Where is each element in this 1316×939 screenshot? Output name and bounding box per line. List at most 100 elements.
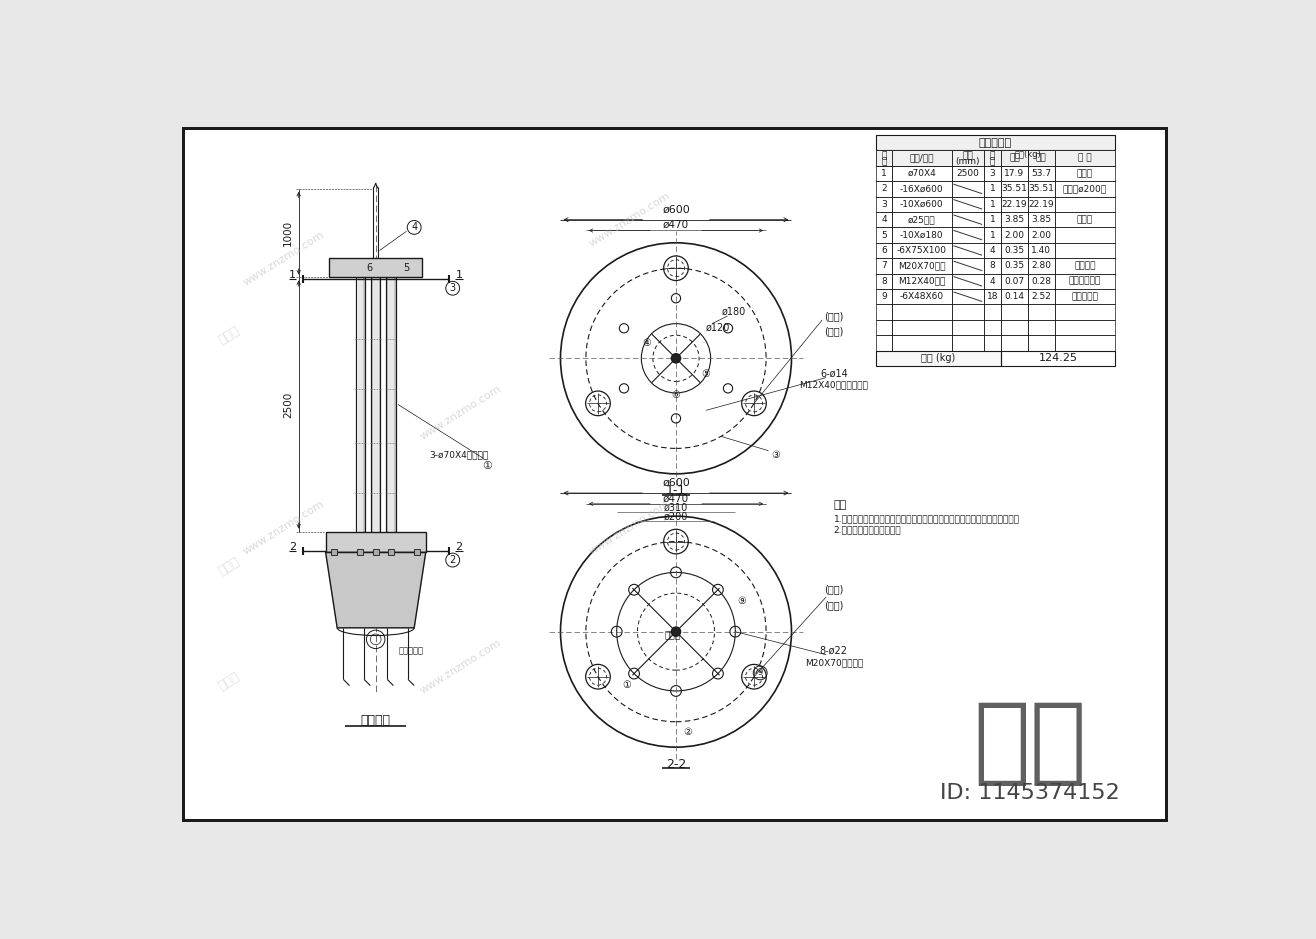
Text: 1: 1 — [990, 231, 995, 239]
Text: 18: 18 — [987, 292, 999, 301]
Bar — [892, 227, 951, 243]
Text: 0.35: 0.35 — [1004, 261, 1024, 270]
Text: (余同): (余同) — [824, 600, 844, 609]
Text: 1: 1 — [990, 184, 995, 193]
Text: 1: 1 — [290, 270, 296, 280]
Bar — [984, 335, 1001, 350]
Text: 1: 1 — [880, 169, 887, 178]
Bar — [372, 277, 379, 531]
Text: 2.00: 2.00 — [1004, 231, 1024, 239]
Bar — [984, 289, 1001, 304]
Bar — [892, 150, 951, 166]
Text: ø470: ø470 — [663, 494, 690, 503]
Circle shape — [671, 354, 680, 363]
Bar — [951, 150, 984, 166]
Text: 合计 (kg): 合计 (kg) — [921, 353, 955, 363]
Bar — [388, 549, 395, 556]
Bar — [984, 273, 1001, 289]
Bar — [892, 320, 951, 335]
Text: ø600: ø600 — [662, 205, 690, 215]
Bar — [984, 304, 1001, 320]
Text: 3.85: 3.85 — [1004, 215, 1024, 224]
Text: 0.07: 0.07 — [1004, 277, 1024, 285]
Text: ø70X4: ø70X4 — [907, 169, 936, 178]
Text: 2: 2 — [882, 184, 887, 193]
Bar — [371, 277, 380, 531]
Bar — [876, 212, 892, 227]
Text: M12X40一母一弹垃平: M12X40一母一弹垃平 — [799, 380, 869, 390]
Text: 单件: 单件 — [1009, 154, 1020, 162]
Text: 6-ø14: 6-ø14 — [820, 369, 848, 378]
Circle shape — [671, 627, 680, 637]
Text: 规格/名称: 规格/名称 — [909, 154, 934, 162]
Bar — [892, 196, 951, 212]
Bar — [1001, 196, 1028, 212]
Text: ⑨: ⑨ — [737, 596, 746, 606]
Text: -10Xø180: -10Xø180 — [900, 231, 944, 239]
Text: 8: 8 — [990, 261, 995, 270]
Text: (余同): (余同) — [824, 311, 844, 321]
Bar — [387, 277, 396, 531]
Bar — [951, 320, 984, 335]
Bar — [876, 273, 892, 289]
Bar — [984, 196, 1001, 212]
Text: 4: 4 — [882, 215, 887, 224]
Text: 1: 1 — [990, 200, 995, 208]
Text: 3: 3 — [990, 169, 995, 178]
Bar — [1028, 150, 1055, 166]
Bar — [1028, 243, 1055, 258]
Bar — [1001, 289, 1028, 304]
Text: ø310: ø310 — [663, 502, 688, 513]
Bar — [1055, 320, 1115, 335]
Bar — [951, 196, 984, 212]
Text: 9: 9 — [880, 292, 887, 301]
Bar — [876, 181, 892, 196]
Bar — [1001, 273, 1028, 289]
Bar — [1001, 258, 1028, 273]
Text: 小计: 小计 — [1036, 154, 1046, 162]
Text: ø180: ø180 — [721, 307, 746, 317]
Text: ø200: ø200 — [663, 511, 688, 521]
Text: 4: 4 — [990, 277, 995, 285]
Text: 知末网: 知末网 — [216, 324, 242, 346]
Text: www.znzmo.com: www.znzmo.com — [418, 383, 503, 441]
Text: www.znzmo.com: www.znzmo.com — [418, 638, 503, 696]
Bar — [325, 531, 426, 552]
Text: ID: 1145374152: ID: 1145374152 — [941, 783, 1120, 804]
Bar — [1055, 289, 1115, 304]
Text: 号: 号 — [882, 158, 887, 166]
Bar — [1001, 150, 1055, 158]
Text: 长度: 长度 — [962, 151, 974, 161]
Bar — [1028, 181, 1055, 196]
Text: 4: 4 — [990, 246, 995, 255]
Bar — [984, 212, 1001, 227]
Text: -6X48X60: -6X48X60 — [900, 292, 944, 301]
Bar — [329, 258, 422, 277]
Text: 量: 量 — [990, 158, 995, 166]
Text: -6X75X100: -6X75X100 — [896, 246, 946, 255]
Bar — [1055, 196, 1115, 212]
Bar — [1001, 335, 1028, 350]
Text: www.znzmo.com: www.znzmo.com — [587, 191, 672, 249]
Bar — [1055, 181, 1115, 196]
Bar — [951, 273, 984, 289]
Bar — [876, 166, 892, 181]
Text: 9: 9 — [758, 669, 763, 677]
Bar — [892, 181, 951, 196]
Bar — [1001, 320, 1028, 335]
Bar — [1028, 166, 1055, 181]
Bar — [876, 289, 892, 304]
Bar — [951, 258, 984, 273]
Text: 编: 编 — [882, 151, 887, 161]
Text: 说明: 说明 — [834, 500, 848, 510]
Text: ø600: ø600 — [662, 478, 690, 488]
Bar — [1001, 243, 1028, 258]
Text: 塔顶抜杆: 塔顶抜杆 — [361, 714, 391, 727]
Text: 3: 3 — [450, 284, 455, 293]
Bar — [357, 549, 363, 556]
Bar — [1028, 196, 1055, 212]
Text: -10Xø600: -10Xø600 — [900, 200, 944, 208]
Text: 1: 1 — [990, 215, 995, 224]
Text: 2-2: 2-2 — [666, 758, 686, 771]
Text: 2500: 2500 — [283, 392, 293, 418]
